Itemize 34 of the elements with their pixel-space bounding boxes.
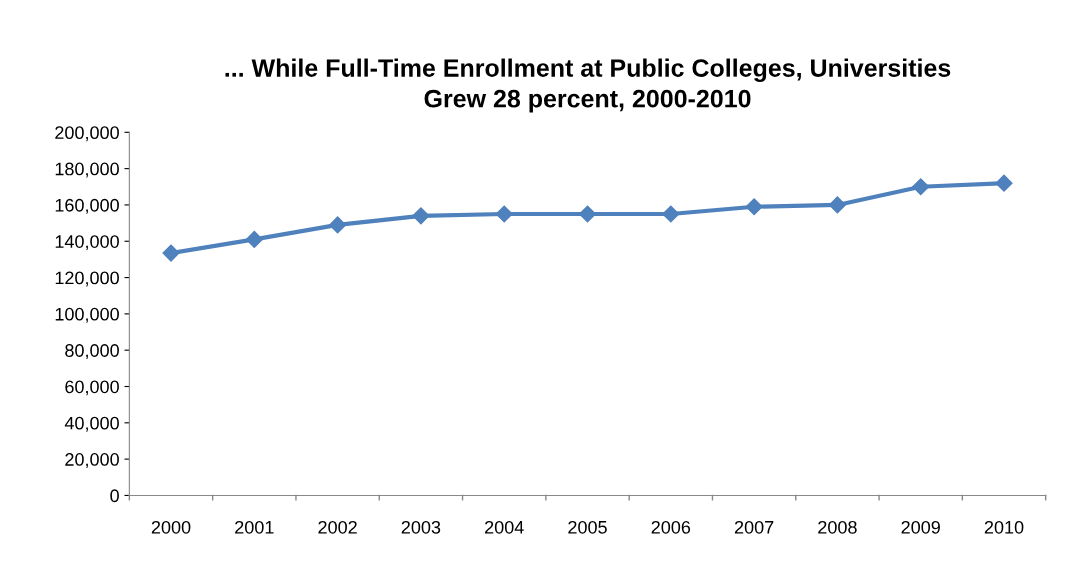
chart-title: ... While Full-Time Enrollment at Public Colleges, Universities Grew 28 percent, 2000-2010	[225, 58, 951, 113]
point	[162, 244, 180, 262]
y-tick-label: 180,000	[55, 162, 119, 178]
x-tick-label: 2003	[401, 520, 441, 534]
y-tick-label: 200,000	[55, 126, 119, 142]
point	[662, 205, 680, 223]
point	[412, 207, 430, 225]
x-tick-label: 2010	[984, 520, 1024, 534]
point	[912, 178, 930, 196]
y-tick-label: 160,000	[55, 198, 119, 214]
y-tick-label: 20,000	[65, 453, 119, 468]
x-tick-label: 2008	[818, 520, 857, 534]
x-tick-label: 2005	[568, 520, 607, 534]
point	[745, 198, 763, 216]
point	[995, 174, 1013, 192]
y-tick-label: 80,000	[65, 344, 119, 360]
y-tick-label: 120,000	[55, 271, 119, 287]
x-tick-label: 2000	[151, 520, 191, 534]
x-tick-label: 2009	[901, 520, 940, 534]
y-tick-label: 40,000	[64, 416, 119, 432]
x-tick-label: 2002	[318, 520, 357, 534]
y-tick-label: 0	[110, 489, 119, 503]
y-tick-label: 140,000	[55, 235, 119, 251]
y-tick-label: 100,000	[55, 307, 119, 323]
point	[828, 196, 846, 214]
point	[245, 230, 263, 248]
x-tick-label: 2007	[734, 520, 774, 534]
point	[578, 205, 597, 223]
point	[495, 205, 513, 223]
y-tick-label: 60,000	[65, 380, 119, 396]
x-tick-label: 2001	[235, 520, 274, 534]
x-tick-label: 2004	[485, 520, 524, 534]
x-tick-label: 2006	[651, 520, 691, 534]
point	[329, 216, 347, 234]
